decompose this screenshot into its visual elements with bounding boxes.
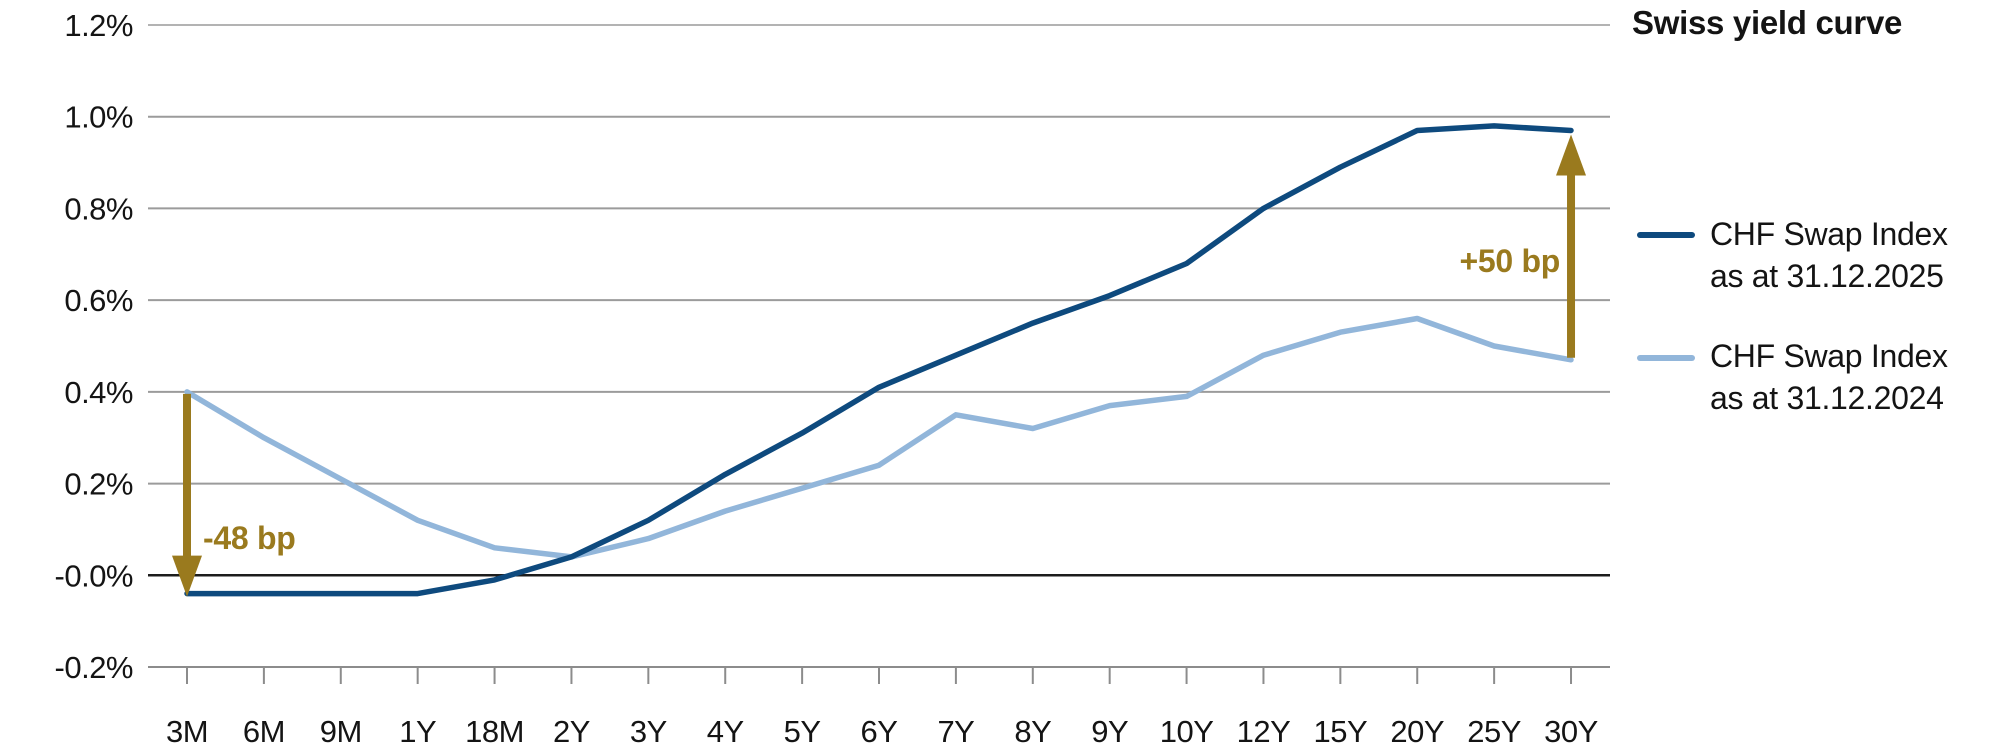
- y-tick-label: -0.0%: [55, 558, 133, 593]
- x-tick-label: 25Y: [1467, 714, 1521, 749]
- x-tick-label: 12Y: [1237, 714, 1291, 749]
- x-tick-label: 3Y: [630, 714, 667, 749]
- legend-item-chf-2024: CHF Swap Index as at 31.12.2024: [1710, 335, 1948, 419]
- x-tick-label: 1Y: [399, 714, 436, 749]
- annotation-label-1: +50 bp: [1460, 243, 1560, 279]
- x-tick-label: 2Y: [553, 714, 590, 749]
- series-line-chf-2024: [184, 315, 1574, 560]
- chart-title: Swiss yield curve: [1632, 4, 1903, 41]
- legend-label-line1: CHF Swap Index: [1710, 338, 1948, 374]
- x-tick-label: 30Y: [1544, 714, 1598, 749]
- legend-label-line1: CHF Swap Index: [1710, 216, 1948, 252]
- x-tick-label: 5Y: [784, 714, 821, 749]
- legend-item-chf-2025: CHF Swap Index as at 31.12.2025: [1710, 213, 1948, 297]
- x-tick-label: 9Y: [1091, 714, 1128, 749]
- legend-label-line2: as at 31.12.2025: [1710, 258, 1944, 294]
- y-tick-label: 1.0%: [64, 100, 133, 135]
- legend-swatch-chf-2025: [1637, 232, 1695, 238]
- x-tick-label: 7Y: [937, 714, 974, 749]
- annotation-label-0: -48 bp: [203, 520, 295, 556]
- x-tick-label: 8Y: [1014, 714, 1051, 749]
- annotation-arrow-head-1: [1556, 134, 1587, 176]
- y-tick-label: 0.2%: [64, 467, 133, 502]
- x-tick-label: 3M: [166, 714, 208, 749]
- x-tick-label: 18M: [465, 714, 524, 749]
- x-tick-label: 15Y: [1314, 714, 1368, 749]
- legend-label-line2: as at 31.12.2024: [1710, 380, 1944, 416]
- legend-swatch-chf-2024: [1637, 355, 1695, 361]
- y-tick-label: 1.2%: [64, 8, 133, 43]
- x-tick-label: 10Y: [1160, 714, 1214, 749]
- y-tick-label: -0.2%: [55, 650, 133, 685]
- x-tick-label: 20Y: [1390, 714, 1444, 749]
- y-tick-label: 0.4%: [64, 375, 133, 410]
- annotation-arrow-head-0: [172, 555, 202, 597]
- x-tick-label: 6M: [243, 714, 285, 749]
- x-tick-label: 4Y: [707, 714, 744, 749]
- series-line-chf-2025: [184, 123, 1574, 597]
- x-tick-label: 9M: [320, 714, 362, 749]
- y-tick-label: 0.6%: [64, 283, 133, 318]
- x-tick-label: 6Y: [861, 714, 898, 749]
- y-tick-label: 0.8%: [64, 191, 133, 226]
